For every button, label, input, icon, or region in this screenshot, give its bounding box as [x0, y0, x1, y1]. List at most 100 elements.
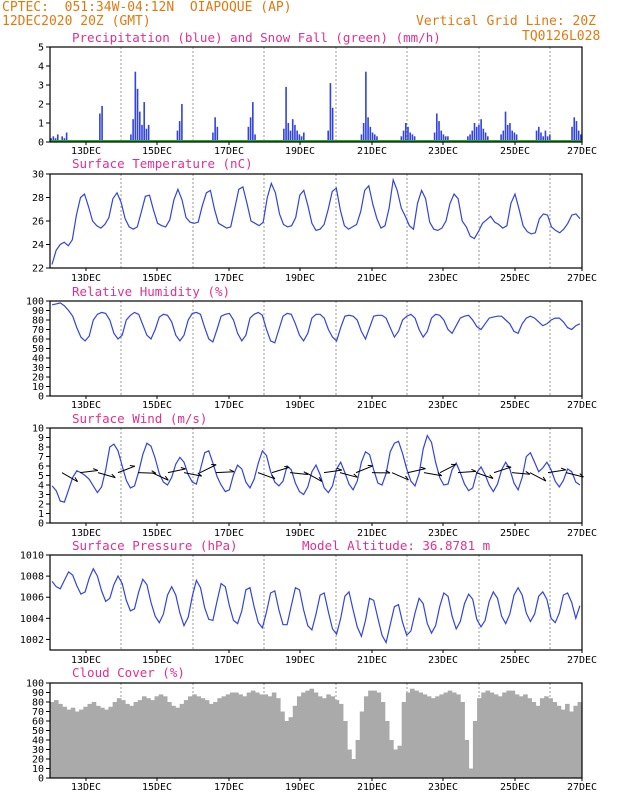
x-tick-label: 13DEC — [71, 655, 101, 666]
cloud-bar — [129, 705, 134, 778]
cloud-bar — [146, 698, 151, 778]
wind-arrow-head — [385, 470, 391, 474]
x-tick-label: 19DEC — [285, 400, 315, 411]
precip-bar — [373, 134, 376, 142]
x-tick-label: 27DEC — [567, 655, 597, 666]
cloud-bar — [405, 692, 411, 778]
y-tick-label: 70 — [32, 325, 44, 336]
x-tick-label: 21DEC — [357, 400, 387, 411]
precip-bar — [376, 136, 378, 142]
cloud-bar — [460, 702, 465, 778]
chart-panel-1: 0 1 2 3 4 5 13DEC 15DEC 17DEC 19DEC 21DEC 23DEC 25DE… — [38, 30, 597, 157]
x-tick-label: 17DEC — [214, 528, 244, 539]
cloud-bar — [565, 703, 570, 778]
precip-bar — [300, 136, 303, 142]
x-tick-label: 15DEC — [142, 528, 172, 539]
y-tick-label: 20 — [32, 755, 44, 766]
precip-bar — [440, 130, 443, 142]
wind-arrow-head — [229, 469, 235, 473]
wind-arrow — [475, 472, 494, 479]
precip-bar — [147, 124, 150, 142]
precip-bar — [469, 134, 471, 142]
precip-bar — [409, 132, 412, 142]
wind-arrow-head — [525, 471, 531, 475]
cloud-bar — [150, 700, 155, 778]
precip-bar — [444, 136, 447, 142]
panel-frame — [49, 682, 583, 779]
precip-bar — [575, 121, 578, 142]
cloud-bar — [359, 711, 365, 778]
x-tick-label: 13DEC — [71, 273, 101, 284]
cloud-bar — [493, 694, 499, 778]
precip-bar — [294, 124, 296, 142]
precip-bar — [136, 88, 139, 142]
wind-arrow — [151, 472, 169, 481]
cloud-bar — [100, 707, 105, 778]
precip-bar — [542, 136, 545, 142]
y-tick-label: 80 — [32, 316, 44, 327]
cloud-bar — [62, 706, 67, 778]
precip-bar — [56, 134, 59, 142]
wind-arrow — [215, 471, 235, 474]
wind-arrow — [493, 466, 512, 474]
wind-arrow — [199, 464, 217, 474]
cloud-bar — [221, 696, 227, 778]
cloud-bar — [246, 692, 252, 778]
cloud-bar — [116, 698, 122, 778]
cloud-bar — [368, 690, 373, 778]
cloud-bar — [229, 692, 235, 778]
x-tick-label: 25DEC — [500, 782, 530, 793]
series-line — [51, 567, 581, 645]
precip-bar — [99, 113, 101, 142]
cloud-bar — [204, 700, 210, 778]
cloud-bar — [171, 705, 176, 778]
chart-panel-2: 22 24 26 28 30 13DEC 15DEC 17DEC 19DEC 21DEC 23DEC… — [32, 156, 597, 284]
cloud-bar — [74, 711, 80, 778]
precip-bar — [511, 130, 513, 142]
cloud-bar — [250, 690, 256, 778]
cloud-bar — [472, 721, 478, 778]
y-tick-label: 24 — [32, 240, 44, 251]
cloud-bar — [389, 740, 394, 778]
x-tick-label: 19DEC — [285, 146, 315, 157]
precip-bar — [500, 134, 502, 142]
y-tick-label: 1004 — [20, 614, 44, 625]
precip-bar — [482, 128, 485, 142]
x-tick-label: 25DEC — [500, 146, 530, 157]
x-tick-label: 17DEC — [214, 400, 244, 411]
precip-bar — [540, 132, 542, 142]
x-tick-label: 21DEC — [357, 146, 387, 157]
cloud-bar — [456, 694, 461, 778]
cloud-bar — [188, 696, 193, 778]
wind-arrow-head — [336, 467, 343, 471]
cloud-bar — [372, 690, 377, 778]
y-tick-label: 10 — [32, 382, 44, 393]
wind-arrow — [257, 472, 276, 480]
precip-bar — [438, 121, 440, 142]
y-tick-label: 0 — [38, 519, 44, 530]
precip-bar — [216, 126, 219, 142]
x-tick-label: 15DEC — [142, 655, 172, 666]
precip-bar — [101, 105, 103, 142]
x-tick-label: 27DEC — [567, 273, 597, 284]
y-tick-label: 100 — [26, 297, 44, 308]
y-tick-label: 20 — [32, 373, 44, 384]
wind-arrow-head — [180, 466, 186, 470]
precip-bar — [433, 132, 436, 142]
precip-bar — [360, 134, 363, 142]
wind-arrow-head — [471, 468, 477, 472]
wind-arrow-head — [129, 465, 135, 467]
wind-arrow-head — [284, 465, 290, 468]
precip-bar — [327, 130, 329, 142]
x-tick-label: 25DEC — [500, 273, 530, 284]
precip-bar — [515, 134, 518, 142]
precip-bar — [298, 134, 301, 142]
precip-bar — [371, 132, 374, 142]
precip-bar — [52, 136, 55, 142]
cloud-bar — [560, 709, 566, 778]
precip-bar — [577, 130, 580, 142]
cloud-bar — [301, 692, 306, 778]
cloud-bar — [259, 694, 264, 778]
cloud-bar — [192, 694, 197, 778]
